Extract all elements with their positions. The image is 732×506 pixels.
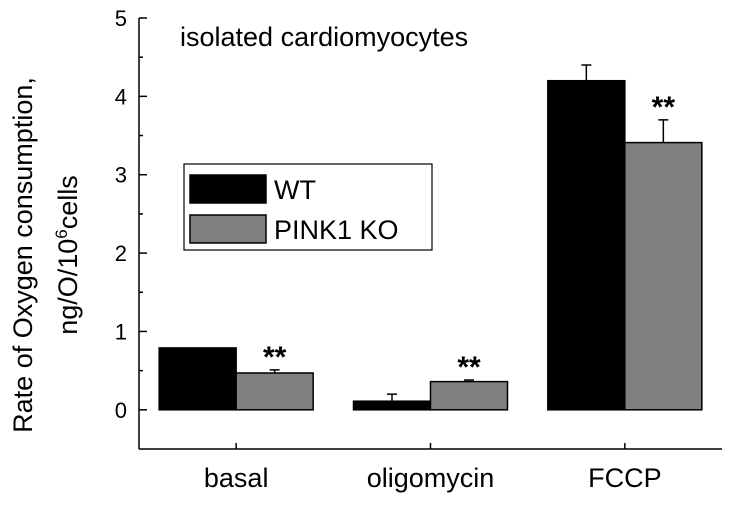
legend: WT PINK1 KO	[183, 163, 433, 251]
legend-swatch-pink1-ko	[189, 214, 267, 244]
y-tick-label: 1	[115, 319, 127, 344]
y-axis-label-line1: Rate of Oxygen consumption,	[8, 77, 38, 433]
legend-label-wt: WT	[274, 175, 316, 205]
bar-wt-basal	[158, 347, 237, 411]
significance-marker-oligomycin: **	[457, 351, 481, 384]
y-tick-label: 4	[115, 84, 127, 109]
chart-title: isolated cardiomyocytes	[180, 22, 468, 52]
y-tick-label: 2	[115, 241, 127, 266]
legend-swatch-wt	[189, 174, 267, 204]
x-tick-label-basal: basal	[204, 463, 269, 493]
bar-pink1-ko-basal	[235, 372, 314, 411]
axes-layer: basal oligomycin FCCP 0 1 2 3 4 5	[115, 6, 722, 493]
y-axis-label: Rate of Oxygen consumption, ng/O/106cell…	[8, 77, 83, 433]
significance-marker-FCCP: **	[652, 91, 676, 124]
bar-pink1-ko-FCCP	[624, 141, 703, 411]
y-tick-label: 5	[115, 6, 127, 31]
bar-wt-oligomycin	[352, 400, 432, 411]
significance-marker-basal: **	[263, 341, 287, 374]
x-tick-label-oligomycin: oligomycin	[367, 463, 495, 493]
x-tick-label-FCCP: FCCP	[588, 463, 662, 493]
y-tick-label: 0	[115, 398, 127, 423]
legend-label-pink1-ko: PINK1 KO	[274, 215, 399, 245]
bars-layer: ** ** **	[158, 64, 703, 411]
y-tick-label: 3	[115, 163, 127, 188]
bar-pink1-ko-oligomycin	[429, 380, 509, 411]
bar-wt-FCCP	[547, 79, 626, 411]
y-axis-label-line2: ng/O/106cells	[52, 175, 83, 335]
